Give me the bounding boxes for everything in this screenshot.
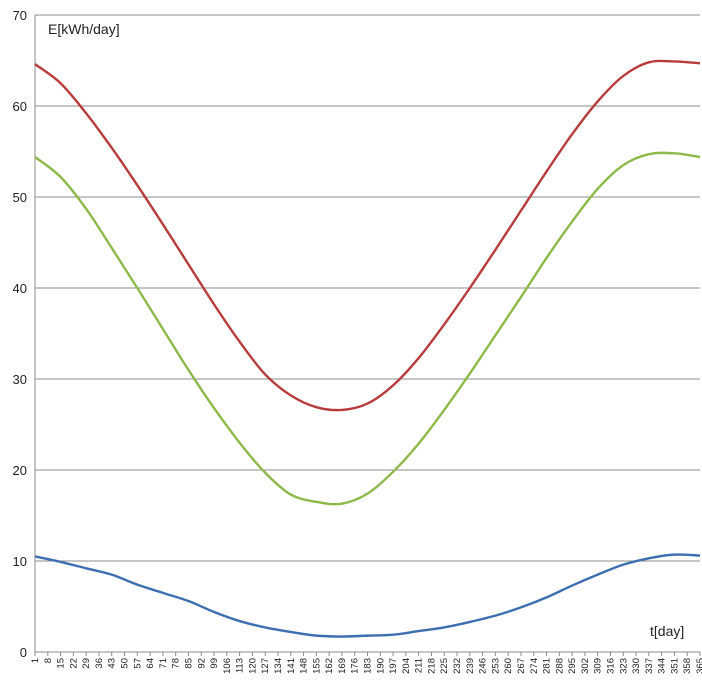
x-tick-label: 113 xyxy=(235,658,246,673)
x-tick-label: 176 xyxy=(350,658,361,674)
x-tick-label: 211 xyxy=(414,658,425,673)
x-tick-label: 64 xyxy=(145,658,156,669)
x-tick-label: 120 xyxy=(247,658,258,674)
x-tick-label: 162 xyxy=(324,658,335,674)
x-tick-label: 169 xyxy=(337,658,348,674)
x-tick-label: 358 xyxy=(682,658,693,674)
y-tick-label: 40 xyxy=(13,281,27,296)
x-tick-label: 190 xyxy=(375,658,386,674)
x-tick-label: 85 xyxy=(183,658,194,669)
x-tick-label: 309 xyxy=(593,658,604,674)
x-tick-label: 260 xyxy=(503,658,514,674)
x-tick-label: 141 xyxy=(286,658,297,674)
y-tick-label: 70 xyxy=(13,8,27,23)
x-tick-label: 239 xyxy=(465,658,476,674)
x-tick-label: 29 xyxy=(81,658,92,669)
y-tick-label: 10 xyxy=(13,554,27,569)
x-tick-label: 246 xyxy=(478,658,489,674)
x-tick-label: 183 xyxy=(363,658,374,674)
x-tick-label: 134 xyxy=(273,658,284,674)
x-tick-label: 106 xyxy=(222,658,233,674)
x-tick-label: 288 xyxy=(554,658,565,674)
x-tick-label: 8 xyxy=(43,658,54,663)
x-tick-label: 43 xyxy=(107,658,118,669)
y-tick-label: 50 xyxy=(13,190,27,205)
x-tick-label: 36 xyxy=(94,658,105,669)
x-tick-label: 344 xyxy=(657,658,668,674)
x-tick-label: 50 xyxy=(120,658,131,669)
x-tick-label: 365 xyxy=(695,658,702,674)
x-tick-label: 323 xyxy=(618,658,629,674)
x-tick-label: 197 xyxy=(388,658,399,674)
x-tick-label: 127 xyxy=(260,658,271,674)
x-tick-label: 232 xyxy=(452,658,463,674)
x-tick-label: 204 xyxy=(401,658,412,674)
x-tick-label: 155 xyxy=(311,658,322,674)
series-line-2 xyxy=(34,151,701,506)
x-tick-label: 281 xyxy=(542,658,553,674)
x-tick-labels: 1 8 15 22 29 36 43 50 57 64 71 78 85 92 99 106 113 120 127… xyxy=(30,658,702,674)
x-tick-label: 148 xyxy=(299,658,310,674)
axes xyxy=(34,15,701,656)
x-tick-label: 330 xyxy=(631,658,642,674)
x-tick-label: 267 xyxy=(516,658,527,674)
y-tick-label: 30 xyxy=(13,372,27,387)
series-line-1 xyxy=(34,59,701,412)
x-tick-label: 316 xyxy=(605,658,616,674)
y-tick-label: 20 xyxy=(13,463,27,478)
x-tick-label: 225 xyxy=(439,658,450,674)
x-tick-label: 92 xyxy=(196,658,207,669)
y-tick-label: 60 xyxy=(13,99,27,114)
x-tick-label: 351 xyxy=(669,658,680,674)
x-tick-label: 15 xyxy=(56,658,67,669)
x-tick-label: 78 xyxy=(171,658,182,669)
x-tick-label: 295 xyxy=(567,658,578,674)
x-tick-label: 218 xyxy=(426,658,437,674)
x-tick-label: 253 xyxy=(490,658,501,674)
x-tick-label: 57 xyxy=(132,658,143,669)
x-tick-label: 22 xyxy=(68,658,79,669)
y-tick-labels: 0 10 20 30 40 50 60 70 xyxy=(13,8,27,660)
y-tick-label: 0 xyxy=(20,645,27,660)
x-tick-label: 302 xyxy=(580,658,591,674)
x-tick-label: 99 xyxy=(209,658,220,669)
x-axis-title: t[day] xyxy=(650,623,684,639)
x-tick-label: 274 xyxy=(529,658,540,674)
x-tick-label: 337 xyxy=(644,658,655,674)
x-tick-label: 1 xyxy=(30,658,41,663)
series-lines xyxy=(34,59,701,638)
x-tick-label: 71 xyxy=(158,658,169,669)
y-axis-title: E[kWh/day] xyxy=(48,21,120,37)
series-line-3 xyxy=(34,553,701,638)
